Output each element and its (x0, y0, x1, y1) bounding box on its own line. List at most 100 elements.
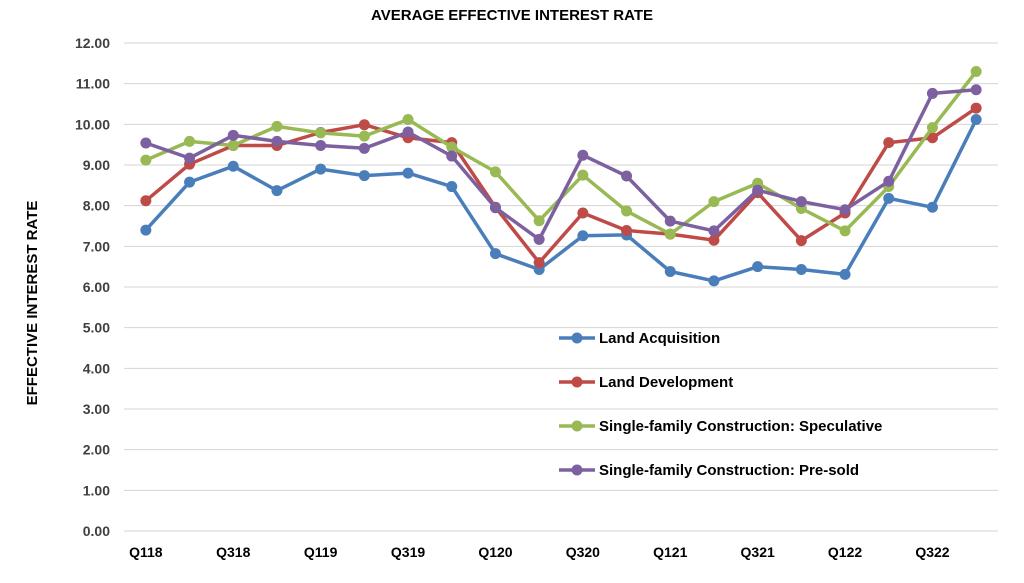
data-point (970, 84, 982, 96)
data-point (883, 192, 895, 204)
legend-item: Single-family Construction: Pre-sold (559, 462, 859, 479)
y-axis-label: EFFECTIVE INTEREST RATE (24, 201, 41, 406)
data-point (926, 122, 938, 134)
data-point (358, 119, 370, 131)
data-point (795, 264, 807, 276)
x-tick-label: Q118 (129, 544, 163, 560)
data-point (533, 215, 545, 227)
legend-label: Single-family Construction: Speculative (599, 418, 882, 435)
data-point (489, 248, 501, 260)
data-point (577, 230, 589, 242)
data-point (358, 170, 370, 182)
data-point (577, 149, 589, 161)
data-point (621, 170, 633, 182)
y-tick-label: 7.00 (83, 238, 110, 254)
series-0 (140, 113, 982, 287)
x-axis-ticks: Q118 Q318 Q119 Q319 Q120 Q320 Q121 Q321 Q122 Q322 (129, 544, 950, 560)
data-point (227, 129, 239, 141)
gridlines (124, 42, 998, 532)
legend-label: Land Acquisition (599, 330, 720, 347)
y-axis-ticks: 0.00 1.00 2.00 3.00 4.00 5.00 6.00 7.00 8.00 9.00… (75, 35, 110, 539)
x-tick-label: Q318 (216, 544, 250, 560)
data-point (708, 275, 720, 287)
legend-item: Single-family Construction: Speculative (559, 418, 882, 435)
data-point (621, 205, 633, 217)
data-point (664, 266, 676, 278)
data-point (708, 196, 720, 208)
data-point (970, 113, 982, 125)
series-line (145, 88, 977, 242)
data-point (402, 167, 414, 179)
data-point (402, 113, 414, 125)
data-point (926, 201, 938, 213)
data-point (358, 142, 370, 154)
series-2 (140, 65, 982, 240)
data-point (926, 87, 938, 99)
legend-item: Land Development (559, 374, 733, 391)
data-point (227, 160, 239, 172)
data-point (271, 120, 283, 132)
y-tick-label: 9.00 (83, 157, 110, 173)
data-point (795, 235, 807, 247)
data-point (358, 130, 370, 142)
y-tick-label: 4.00 (83, 360, 110, 376)
legend-label: Single-family Construction: Pre-sold (599, 462, 859, 479)
x-tick-label: Q322 (915, 544, 949, 560)
y-tick-label: 11.00 (76, 76, 110, 92)
series-3 (140, 84, 982, 245)
data-point (752, 261, 764, 273)
data-point (271, 135, 283, 147)
data-point (621, 224, 633, 236)
data-point (140, 195, 152, 207)
data-point (883, 175, 895, 187)
data-point (446, 150, 458, 162)
legend-marker (571, 420, 583, 432)
x-tick-label: Q120 (478, 544, 512, 560)
data-point (970, 102, 982, 114)
y-tick-label: 12.00 (75, 35, 110, 51)
data-point (664, 215, 676, 227)
data-point (315, 163, 327, 175)
data-point (184, 176, 196, 188)
x-tick-label: Q319 (391, 544, 425, 560)
data-point (446, 181, 458, 193)
data-point (184, 152, 196, 164)
data-point (752, 184, 764, 196)
y-tick-label: 10.00 (75, 116, 110, 132)
data-point (227, 139, 239, 151)
y-tick-label: 8.00 (83, 198, 110, 214)
legend-marker (571, 376, 583, 388)
series-group (140, 65, 982, 287)
data-point (489, 202, 501, 214)
legend-marker (571, 464, 583, 476)
data-point (446, 141, 458, 153)
data-point (839, 204, 851, 216)
legend: Land Acquisition Land Development Single-f… (559, 330, 882, 479)
data-point (577, 207, 589, 219)
data-point (533, 233, 545, 245)
y-tick-label: 5.00 (83, 320, 110, 336)
data-point (795, 196, 807, 208)
data-point (883, 137, 895, 149)
series-line (145, 70, 978, 236)
data-point (839, 225, 851, 237)
legend-item: Land Acquisition (559, 330, 720, 347)
data-point (140, 224, 152, 236)
data-point (664, 228, 676, 240)
y-tick-label: 0.00 (83, 523, 110, 539)
data-point (708, 234, 720, 246)
data-point (271, 185, 283, 197)
chart-title: AVERAGE EFFECTIVE INTEREST RATE (371, 7, 653, 24)
y-tick-label: 6.00 (83, 279, 110, 295)
data-point (140, 137, 152, 149)
data-point (315, 127, 327, 139)
data-point (577, 169, 589, 181)
x-tick-label: Q321 (741, 544, 775, 560)
data-point (489, 166, 501, 178)
series-line (144, 118, 978, 283)
data-point (970, 65, 982, 77)
x-tick-label: Q119 (304, 544, 338, 560)
data-point (839, 268, 851, 280)
x-tick-label: Q122 (828, 544, 862, 560)
